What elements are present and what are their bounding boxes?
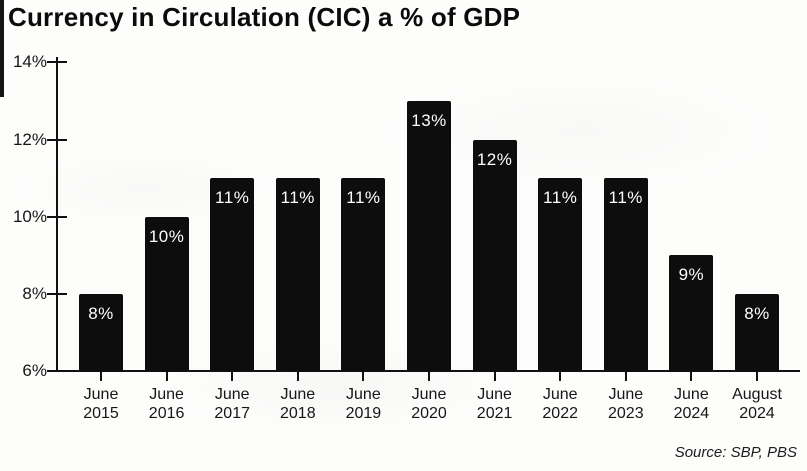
x-axis-label-line: 2024 bbox=[739, 405, 775, 422]
x-axis-label-line: June bbox=[411, 386, 447, 403]
x-axis-label-line: 2021 bbox=[476, 405, 513, 422]
y-tick bbox=[47, 292, 67, 295]
x-tick bbox=[428, 372, 430, 381]
x-axis-label-line: 2024 bbox=[673, 405, 710, 422]
bar: 11% bbox=[538, 178, 583, 371]
x-axis-label: June 2020 bbox=[387, 385, 471, 423]
x-axis-label-line: June bbox=[542, 386, 578, 403]
x-tick bbox=[559, 372, 562, 381]
bar-value-label: 11% bbox=[280, 188, 315, 208]
bar-value-label: 8% bbox=[744, 303, 770, 323]
y-axis-label: 14% bbox=[12, 52, 47, 72]
bar: 11% bbox=[210, 178, 255, 371]
x-axis-label: June 2024 bbox=[649, 385, 733, 423]
y-axis-label: 8% bbox=[22, 283, 47, 303]
x-tick bbox=[493, 372, 496, 381]
x-axis-label-line: 2023 bbox=[608, 405, 644, 422]
x-axis-label: June 2017 bbox=[190, 385, 274, 423]
x-axis-label-line: 2018 bbox=[280, 405, 316, 422]
y-tick bbox=[47, 370, 67, 372]
y-tick bbox=[47, 61, 67, 64]
x-axis-label: June 2023 bbox=[584, 385, 668, 423]
x-axis-label-line: June bbox=[477, 386, 512, 403]
x-axis-label-line: 2017 bbox=[214, 405, 250, 422]
x-axis-label: June 2022 bbox=[518, 385, 602, 423]
y-tick bbox=[47, 215, 67, 218]
x-axis-label-line: 2019 bbox=[345, 405, 382, 422]
x-tick bbox=[362, 372, 365, 381]
x-axis-label-line: August bbox=[732, 386, 782, 403]
bar-value-label: 11% bbox=[346, 188, 381, 208]
bar-value-label: 12% bbox=[476, 149, 513, 169]
bar: 11% bbox=[341, 178, 386, 371]
chart-title: Currency in Circulation (CIC) a % of GDP bbox=[8, 2, 521, 32]
x-axis-label-line: June bbox=[214, 386, 250, 403]
x-tick bbox=[690, 372, 693, 381]
x-axis-label-line: June bbox=[674, 386, 709, 403]
bar: 12% bbox=[472, 139, 517, 371]
x-axis-label-line: June bbox=[83, 386, 119, 403]
x-tick bbox=[100, 372, 102, 381]
y-axis-label: 6% bbox=[22, 361, 47, 380]
x-axis-line bbox=[56, 370, 800, 372]
x-axis-label-line: 2020 bbox=[411, 405, 447, 422]
scan-edge-artifact bbox=[0, 0, 4, 97]
x-axis-label-line: June bbox=[608, 386, 644, 403]
bar: 11% bbox=[603, 178, 648, 371]
x-axis-label: June 2021 bbox=[453, 385, 537, 423]
bar-value-label: 9% bbox=[678, 265, 705, 285]
x-axis-label-line: 2015 bbox=[83, 405, 119, 422]
bar: 11% bbox=[275, 178, 320, 371]
bar: 13% bbox=[407, 100, 451, 371]
x-axis-label: June 2016 bbox=[125, 385, 209, 423]
bar-value-label: 13% bbox=[411, 110, 447, 130]
x-axis-label-line: June bbox=[346, 386, 381, 403]
y-tick bbox=[47, 138, 67, 141]
x-axis-label-line: 2016 bbox=[148, 405, 185, 422]
bar-value-label: 10% bbox=[148, 226, 185, 246]
source-note: Source: SBP, PBS bbox=[674, 444, 797, 461]
x-axis-label: June 2015 bbox=[59, 385, 143, 423]
x-tick bbox=[165, 372, 168, 381]
x-axis-label-line: June bbox=[149, 386, 184, 403]
bar: 9% bbox=[669, 255, 714, 371]
x-axis-label: August 2024 bbox=[715, 385, 799, 423]
x-axis-label: June 2019 bbox=[321, 385, 405, 423]
bar-value-label: 11% bbox=[543, 188, 578, 208]
y-axis-label: 10% bbox=[12, 206, 47, 226]
y-axis-label: 12% bbox=[12, 129, 47, 149]
bar: 8% bbox=[79, 293, 123, 371]
x-axis-label-line: June bbox=[280, 386, 316, 403]
y-axis-line bbox=[56, 57, 58, 372]
bar-value-label: 11% bbox=[215, 188, 250, 208]
x-axis-label: June 2018 bbox=[256, 385, 340, 423]
x-axis-label-line: 2022 bbox=[542, 405, 578, 422]
bar-value-label: 8% bbox=[88, 303, 114, 323]
x-tick bbox=[296, 372, 299, 381]
bar: 10% bbox=[144, 216, 189, 371]
x-tick bbox=[231, 372, 234, 381]
bar-value-label: 11% bbox=[608, 188, 643, 208]
x-tick bbox=[756, 372, 758, 381]
x-tick bbox=[624, 372, 627, 381]
bar: 8% bbox=[735, 293, 779, 371]
